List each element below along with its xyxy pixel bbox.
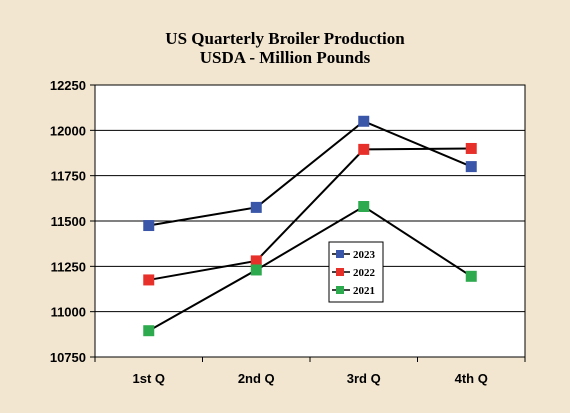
y-tick-label: 12000 <box>50 123 86 138</box>
y-tick-label: 10750 <box>50 350 86 365</box>
x-tick-label: 4th Q <box>455 371 488 386</box>
data-point-2023 <box>250 201 262 213</box>
data-point-2022 <box>250 255 262 267</box>
y-tick-label: 11500 <box>51 214 86 229</box>
legend-marker <box>336 268 344 276</box>
x-axis: 1st Q 2nd Q 3rd Q 4th Q <box>94 357 526 386</box>
chart-subtitle: USDA - Million Pounds <box>200 48 371 67</box>
y-axis: 12250 12000 11750 11500 11250 11000 10750 <box>50 78 95 365</box>
legend-marker <box>336 286 344 294</box>
legend-label: 2021 <box>353 285 375 297</box>
gridlines <box>95 84 525 358</box>
y-tick-label: 12250 <box>50 78 86 93</box>
legend-label: 2023 <box>353 249 376 261</box>
data-point-2022 <box>465 142 477 154</box>
data-point-2022 <box>358 143 370 155</box>
data-point-2023 <box>358 115 370 127</box>
data-point-2023 <box>143 220 155 232</box>
x-tick-label: 1st Q <box>132 371 165 386</box>
data-point-2021 <box>358 200 370 212</box>
data-point-2021 <box>465 270 477 282</box>
legend-marker <box>336 250 344 258</box>
chart-title: US Quarterly Broiler Production <box>165 29 405 48</box>
y-tick-label: 11000 <box>51 305 86 320</box>
y-tick-label: 11750 <box>51 169 86 184</box>
legend-label: 2022 <box>353 267 376 279</box>
x-tick-label: 2nd Q <box>238 371 275 386</box>
legend: 2023 2022 2021 <box>328 241 384 303</box>
y-tick-label: 11250 <box>51 259 86 274</box>
series-line-2021 <box>148 205 472 332</box>
data-point-2021 <box>143 325 155 337</box>
series-line-2023 <box>148 120 472 227</box>
series-line-2022 <box>148 147 472 281</box>
x-tick-label: 3rd Q <box>347 371 381 386</box>
data-point-2023 <box>465 161 477 173</box>
series-group <box>143 115 477 337</box>
data-point-2022 <box>143 274 155 286</box>
data-point-2021 <box>250 264 262 276</box>
